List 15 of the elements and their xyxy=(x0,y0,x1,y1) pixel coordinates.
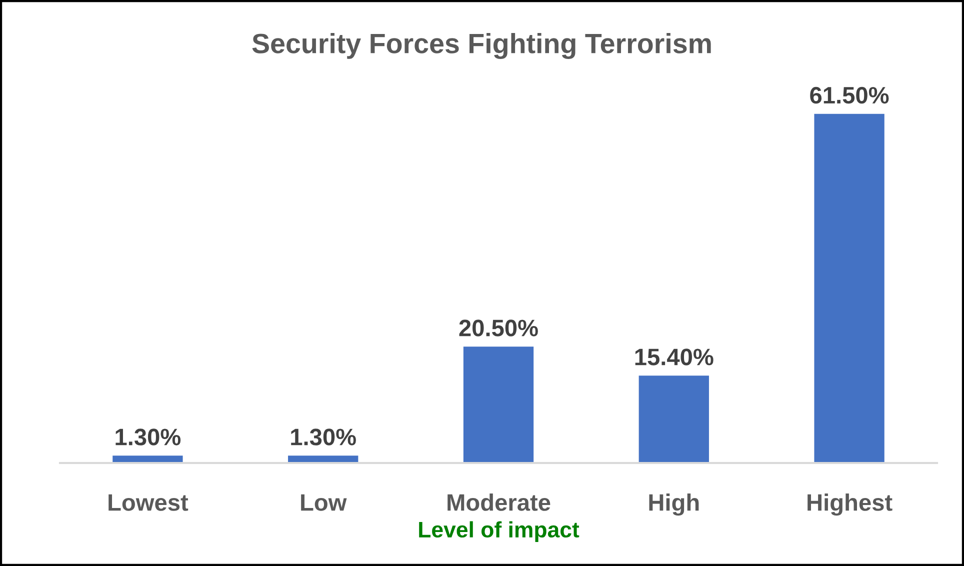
x-tick-label: High xyxy=(649,494,699,516)
x-tick-label: Highest xyxy=(808,494,892,516)
data-label: 1.30% xyxy=(291,428,356,446)
data-label: 61.50% xyxy=(810,86,889,104)
data-label: 1.30% xyxy=(116,428,181,446)
data-label: 15.40% xyxy=(635,348,714,366)
data-label: 20.50% xyxy=(459,320,538,336)
bar xyxy=(463,346,534,463)
bar xyxy=(814,114,884,463)
chart-title: Security Forces Fighting Terrorism xyxy=(252,32,711,60)
bar xyxy=(638,376,709,463)
x-axis-title: Level of impact xyxy=(419,521,580,542)
x-tick-label: Moderate xyxy=(448,494,550,511)
x-tick-label: Low xyxy=(301,494,347,511)
x-tick-label: Lowest xyxy=(108,494,188,511)
